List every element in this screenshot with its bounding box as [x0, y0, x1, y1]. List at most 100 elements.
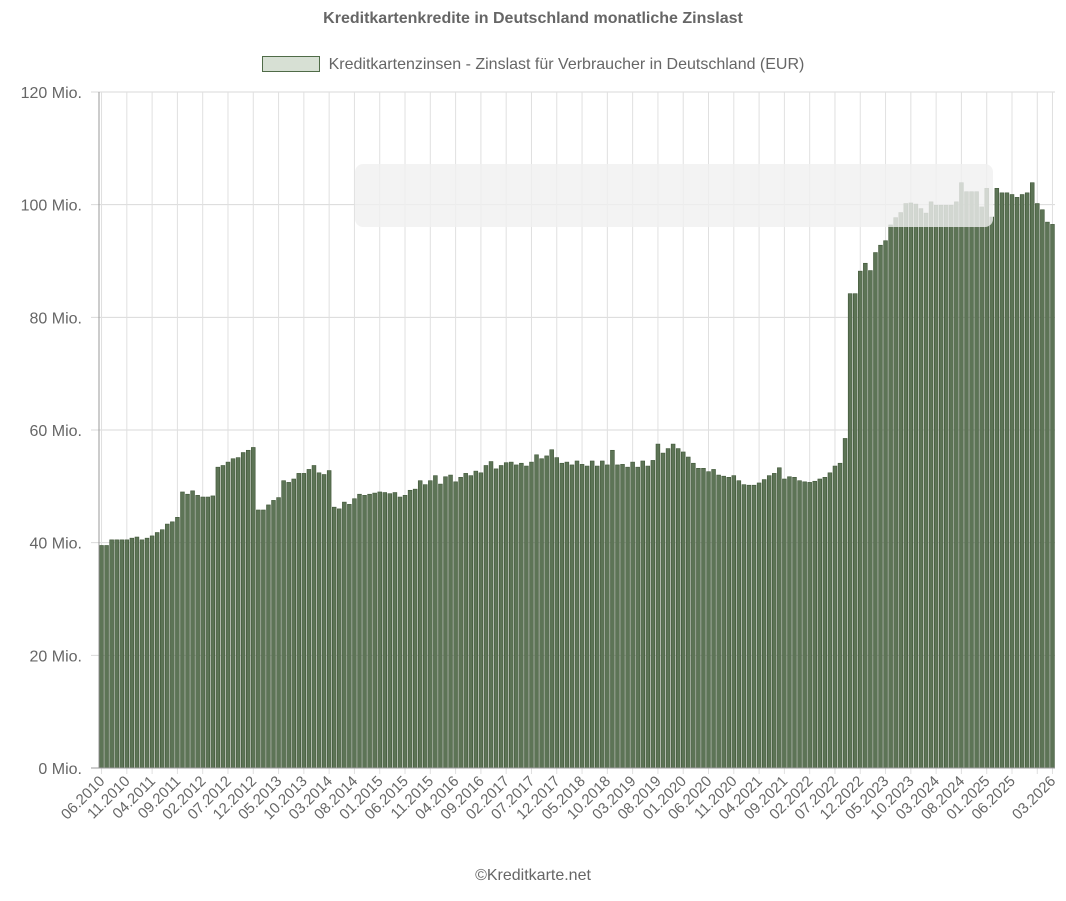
bar [696, 468, 701, 769]
bar [863, 262, 868, 769]
legend[interactable]: Kreditkartenzinsen - Zinslast für Verbra… [0, 56, 1066, 74]
bar [807, 482, 812, 769]
bar [756, 482, 762, 769]
bar [468, 475, 474, 769]
bar [433, 475, 438, 769]
bar [650, 460, 656, 769]
bar [544, 455, 549, 769]
bar [933, 204, 939, 769]
bar [858, 270, 863, 769]
bar [554, 457, 559, 769]
bar [463, 473, 468, 769]
bar [1040, 209, 1045, 769]
bar [782, 478, 787, 769]
bar [893, 217, 898, 769]
bar [564, 461, 570, 769]
bar [686, 456, 691, 769]
bar [822, 477, 828, 769]
bar [271, 500, 276, 769]
bar [736, 480, 742, 769]
bar [326, 470, 332, 769]
bar [124, 539, 130, 769]
bar [402, 495, 408, 769]
bar [483, 465, 489, 769]
bar [266, 504, 271, 769]
bar [868, 270, 873, 769]
bar [1045, 221, 1050, 769]
bar [837, 462, 843, 769]
bar [306, 469, 312, 769]
bar [519, 462, 524, 769]
bar [706, 471, 711, 769]
bar [311, 465, 317, 769]
bar [964, 191, 969, 769]
bar [119, 539, 124, 769]
bar [503, 462, 509, 769]
bar [989, 216, 995, 769]
bar [210, 495, 216, 769]
bar [296, 473, 302, 769]
bar [165, 523, 170, 769]
bar [509, 461, 514, 769]
bar [938, 204, 944, 769]
bar [114, 539, 119, 769]
bar [741, 484, 747, 769]
bar [195, 495, 200, 769]
bar [716, 474, 721, 769]
bar [600, 460, 605, 769]
y-tick-label: 60 Mio. [30, 423, 82, 440]
bar [949, 204, 954, 769]
bar [225, 461, 231, 769]
bar [109, 539, 114, 769]
bar [777, 467, 782, 769]
bar [539, 458, 544, 769]
bar [321, 474, 327, 769]
bar [524, 465, 529, 769]
bar [256, 509, 261, 769]
bar [412, 488, 418, 769]
bar [337, 508, 342, 769]
bar [230, 458, 236, 769]
bar [1009, 194, 1015, 769]
bar [478, 472, 484, 769]
bar [397, 496, 403, 769]
bar [1030, 182, 1035, 769]
copyright-footer: ©Kreditkarte.net [475, 867, 591, 884]
bar [1024, 192, 1030, 769]
bar [1004, 192, 1010, 769]
bar [792, 477, 797, 769]
bar [362, 495, 367, 769]
bar [918, 208, 924, 769]
bar [1035, 203, 1040, 769]
bar [640, 460, 645, 769]
bar [99, 545, 104, 769]
bar [458, 477, 463, 769]
bar [220, 465, 226, 769]
bar [883, 240, 888, 769]
bar [660, 452, 666, 769]
bar [286, 482, 291, 769]
bar [873, 252, 878, 769]
bar [984, 188, 989, 769]
bar [645, 465, 651, 769]
bar [392, 492, 398, 769]
bar [367, 493, 372, 769]
bar [974, 191, 979, 769]
bar [903, 203, 909, 769]
bar [574, 460, 580, 769]
bar [215, 466, 221, 769]
bar [635, 466, 640, 769]
bar [377, 491, 382, 769]
bar [1019, 194, 1025, 769]
bar [316, 472, 322, 769]
bar [595, 465, 600, 769]
bar [190, 490, 195, 769]
bar [428, 480, 433, 769]
bar [802, 481, 807, 769]
bar [569, 464, 575, 769]
bar [529, 461, 534, 769]
bar [448, 474, 453, 769]
bar [423, 484, 428, 769]
bar [559, 462, 565, 769]
bar [761, 479, 767, 769]
